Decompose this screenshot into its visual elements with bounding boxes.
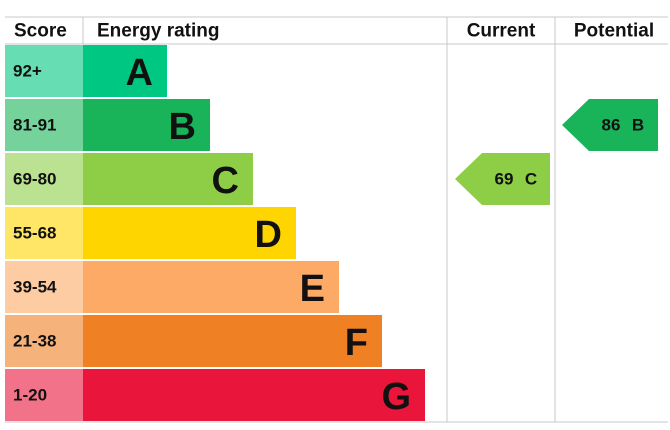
rating-bar	[83, 45, 167, 97]
score-label: 81-91	[13, 116, 56, 135]
score-label: 69-80	[13, 170, 56, 189]
rating-bar	[83, 369, 425, 421]
score-cell	[5, 153, 83, 205]
score-cell	[5, 261, 83, 313]
band-letter: D	[255, 214, 282, 256]
rating-bar	[83, 207, 296, 259]
rating-bar	[83, 153, 253, 205]
band-letter: B	[169, 106, 196, 148]
rating-bar	[83, 261, 339, 313]
score-label: 39-54	[13, 278, 57, 297]
header-current: Current	[467, 21, 536, 42]
score-label: 1-20	[13, 386, 47, 405]
potential-letter: B	[632, 116, 644, 135]
header-score: Score	[14, 21, 67, 42]
score-cell	[5, 315, 83, 367]
rating-bar	[83, 99, 210, 151]
potential-value: 86	[602, 116, 621, 135]
score-cell	[5, 99, 83, 151]
score-label: 55-68	[13, 224, 56, 243]
band-letter: E	[300, 268, 325, 310]
score-cell	[5, 45, 83, 97]
score-label: 21-38	[13, 332, 56, 351]
current-letter: C	[525, 170, 537, 189]
current-value: 69	[495, 170, 514, 189]
header-rating: Energy rating	[97, 21, 219, 42]
rating-bar	[83, 315, 382, 367]
band-letter: F	[345, 322, 368, 364]
score-cell	[5, 207, 83, 259]
band-letter: C	[212, 160, 239, 202]
score-cell	[5, 369, 83, 421]
band-letter: G	[381, 376, 411, 418]
score-label: 92+	[13, 62, 42, 81]
current-arrow	[455, 153, 550, 205]
potential-arrow	[562, 99, 658, 151]
band-letter: A	[126, 52, 153, 94]
header-potential: Potential	[574, 21, 654, 42]
